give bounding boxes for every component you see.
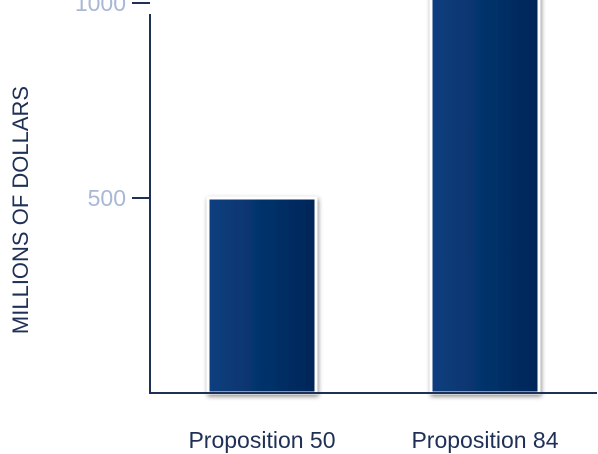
bar [206, 196, 318, 395]
x-axis-categories: Proposition 50 Proposition 84 [188, 427, 558, 453]
x-category-label: Proposition 84 [411, 427, 558, 453]
y-axis-title: MILLIONS OF DOLLARS [8, 86, 33, 334]
bars [206, 0, 541, 395]
bar [429, 0, 541, 395]
y-axis-ticks: 500 1000 [75, 0, 150, 211]
y-tick-label: 500 [88, 185, 126, 211]
y-tick-label: 1000 [75, 0, 126, 16]
x-category-label: Proposition 50 [188, 427, 335, 453]
